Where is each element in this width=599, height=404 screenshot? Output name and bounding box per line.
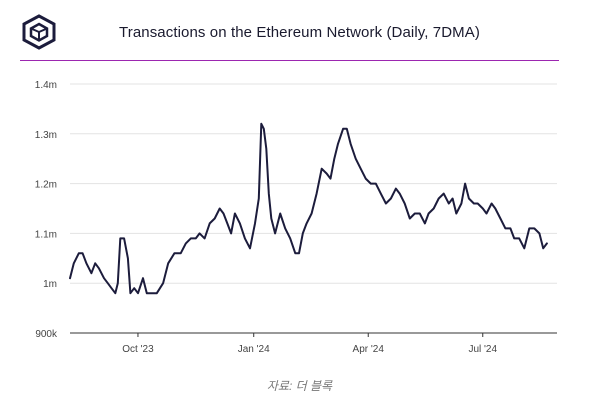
y-tick-label: 1.2m <box>35 180 57 191</box>
chart-grid <box>70 83 557 334</box>
x-axis-ticks: Oct '23 Jan '24 Apr '24 Jul '24 <box>122 333 497 355</box>
x-tick-label: Jul '24 <box>468 344 497 355</box>
source-caption: 자료: 더 블록 <box>266 379 333 393</box>
chart-title: Transactions on the Ethereum Network (Da… <box>119 24 480 41</box>
x-tick-label: Jan '24 <box>238 344 270 355</box>
series-line <box>69 122 548 295</box>
x-tick-label: Apr '24 <box>353 344 385 355</box>
y-tick-label: 900k <box>35 329 58 340</box>
the-block-cube-logo-icon <box>22 14 56 50</box>
title-divider <box>20 60 559 61</box>
y-tick-label: 1m <box>43 279 57 290</box>
x-tick-label: Oct '23 <box>122 344 154 355</box>
y-tick-label: 1.1m <box>35 229 57 240</box>
y-tick-label: 1.3m <box>35 130 57 141</box>
y-tick-label: 1.4m <box>35 80 57 91</box>
y-axis-ticks: 900k 1m 1.1m 1.2m 1.3m 1.4m <box>35 80 58 340</box>
